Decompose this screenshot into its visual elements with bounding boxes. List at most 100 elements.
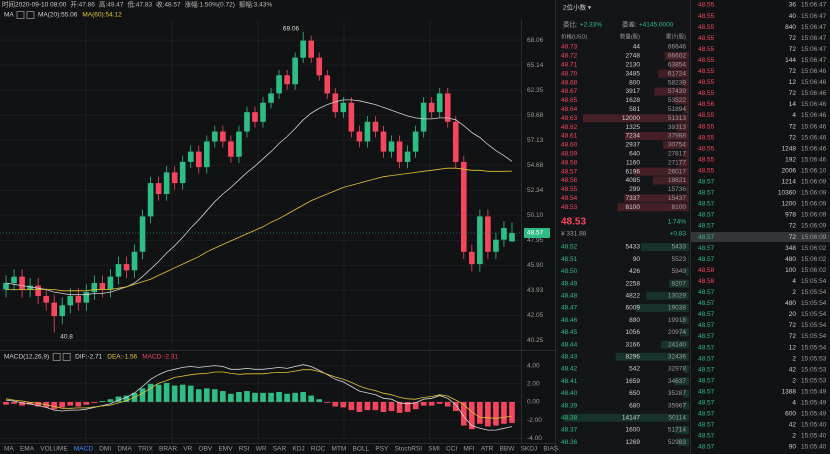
indicator-tab[interactable]: ATR bbox=[481, 446, 494, 453]
indicator-tab[interactable]: BIAS bbox=[543, 446, 558, 453]
trade-price: 48.55 bbox=[698, 35, 715, 42]
trade-price: 48.58 bbox=[698, 278, 715, 285]
indicator-tab[interactable]: MFI bbox=[463, 446, 474, 453]
book-price: 48.72 bbox=[561, 53, 578, 60]
depth-bar bbox=[674, 426, 689, 434]
book-qty: 880 bbox=[629, 317, 640, 324]
trade-time: 15:06:46 bbox=[801, 101, 827, 108]
depth-bar bbox=[625, 132, 689, 140]
indicator-tab[interactable]: TRIX bbox=[138, 446, 153, 453]
indicator-tab[interactable]: DMI bbox=[99, 446, 111, 453]
trade-qty: 40 bbox=[789, 13, 797, 20]
info-item: 低:47.83 bbox=[127, 0, 152, 9]
indicator-tab[interactable]: MTM bbox=[332, 446, 347, 453]
candle-body bbox=[316, 57, 323, 76]
book-price: 48.52 bbox=[561, 244, 578, 251]
indicator-tab[interactable]: OBV bbox=[199, 446, 213, 453]
depth-bar bbox=[646, 291, 689, 300]
book-price: 48.71 bbox=[561, 62, 578, 69]
indicator-tab[interactable]: DMA bbox=[117, 446, 132, 453]
candle-body bbox=[300, 40, 306, 58]
candle-body bbox=[356, 131, 363, 142]
book-cum: 19918 bbox=[668, 317, 686, 324]
indicator-tab[interactable]: VR bbox=[183, 446, 192, 453]
macd-bar bbox=[147, 383, 154, 402]
candle-body bbox=[91, 283, 98, 293]
settings-icon[interactable] bbox=[26, 11, 35, 19]
depth-bar bbox=[661, 340, 689, 349]
book-cum: 63854 bbox=[668, 62, 686, 69]
trade-price: 48.55 bbox=[698, 57, 715, 64]
indicator-tab[interactable]: BRAR bbox=[159, 446, 177, 453]
book-qty: 581 bbox=[629, 106, 640, 113]
indicator-tab[interactable]: WR bbox=[256, 446, 267, 453]
indicator-tab[interactable]: BBW bbox=[500, 446, 516, 453]
macd-bar bbox=[228, 393, 234, 402]
indicator-tab[interactable]: EMV bbox=[218, 446, 233, 453]
indicator-tab[interactable]: PSY bbox=[375, 446, 389, 453]
macd-bar bbox=[27, 401, 33, 405]
trade-qty: 1200 bbox=[782, 201, 797, 208]
candle-body bbox=[308, 40, 315, 58]
indicator-tab[interactable]: SMI bbox=[428, 446, 440, 453]
trade-price: 48.57 bbox=[698, 366, 715, 373]
book-price: 48.73 bbox=[561, 44, 578, 51]
macd-bar bbox=[501, 401, 507, 424]
row-highlight bbox=[691, 232, 830, 243]
book-price: 48.60 bbox=[561, 142, 578, 149]
trade-price: 48.57 bbox=[698, 322, 715, 329]
indicator-tab[interactable]: SKDJ bbox=[521, 446, 538, 453]
book-cum: 52983 bbox=[668, 439, 686, 446]
info-item: 高:49.47 bbox=[99, 0, 124, 9]
indicator-tab[interactable]: RSI bbox=[239, 446, 250, 453]
book-price: 48.55 bbox=[561, 186, 578, 193]
macd-bar bbox=[300, 391, 306, 402]
indicator-tab[interactable]: MACD bbox=[74, 446, 93, 453]
indicator-tab[interactable]: KDJ bbox=[292, 446, 304, 453]
settings-icon[interactable] bbox=[52, 353, 61, 361]
book-qty: 1160 bbox=[626, 159, 640, 166]
depth-bar bbox=[634, 167, 689, 176]
candle-body bbox=[123, 264, 130, 271]
trade-price: 48.55 bbox=[698, 156, 715, 163]
depth-bar bbox=[688, 255, 689, 264]
book-qty: 8296 bbox=[626, 354, 641, 361]
indicator-tab[interactable]: SAR bbox=[273, 446, 287, 453]
candle-body bbox=[131, 251, 138, 271]
indicator-tab[interactable]: ROC bbox=[311, 446, 326, 453]
candle-body bbox=[324, 75, 331, 94]
candle-body bbox=[509, 232, 515, 242]
candle-body bbox=[477, 216, 483, 265]
trade-time: 15:06:09 bbox=[801, 234, 827, 241]
candle-body bbox=[212, 131, 218, 142]
depth-bar bbox=[617, 203, 689, 212]
indicator-tab[interactable]: VOLUME bbox=[40, 446, 68, 453]
book-cum: 5523 bbox=[672, 256, 687, 263]
book-cum: 19821 bbox=[668, 177, 686, 184]
indicator-tab[interactable]: EMA bbox=[20, 446, 35, 453]
settings-icon[interactable] bbox=[16, 11, 25, 19]
book-price: 48.68 bbox=[561, 79, 578, 86]
depth-bar bbox=[669, 279, 689, 288]
book-price: 48.67 bbox=[561, 88, 578, 95]
trade-price: 48.55 bbox=[698, 90, 715, 97]
decimals-select[interactable]: 2位小数 ▾ bbox=[563, 3, 592, 12]
book-cum: 34637 bbox=[668, 378, 686, 385]
book-cum: 51714 bbox=[668, 427, 686, 434]
indicator-tab[interactable]: MA bbox=[4, 446, 14, 453]
y-tick-label: 52.34 bbox=[527, 187, 544, 194]
macd-bar bbox=[107, 399, 114, 402]
candle-body bbox=[460, 161, 467, 252]
candle-body bbox=[268, 93, 274, 103]
depth-bar bbox=[658, 69, 689, 78]
trade-time: 15:06:46 bbox=[801, 90, 827, 97]
indicator-tab[interactable]: BOLL bbox=[353, 446, 370, 453]
candle-body bbox=[139, 216, 146, 252]
col-header: 累计(股) bbox=[666, 32, 686, 40]
settings-icon[interactable] bbox=[62, 353, 71, 361]
book-cum: 5433 bbox=[672, 244, 687, 251]
stat-label: 委差: bbox=[622, 20, 637, 29]
trade-price: 48.56 bbox=[698, 101, 715, 108]
indicator-tab[interactable]: CCI bbox=[446, 446, 457, 453]
indicator-tab[interactable]: StochRSI bbox=[395, 446, 423, 453]
